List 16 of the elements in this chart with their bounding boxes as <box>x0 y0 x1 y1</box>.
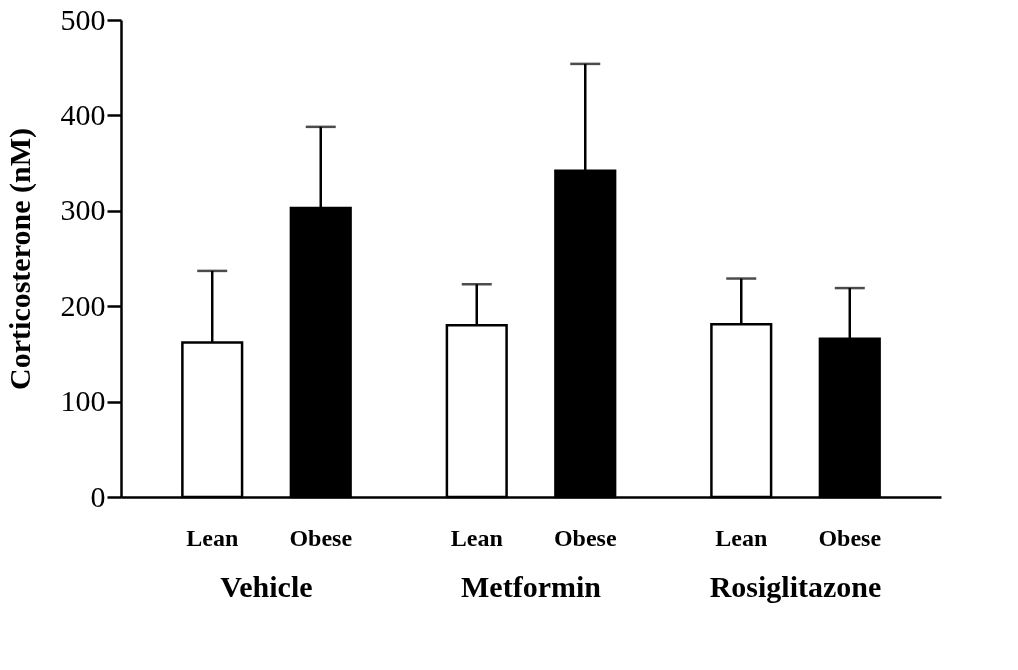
y-tick-label: 100 <box>60 384 106 418</box>
text: Lean <box>450 525 503 551</box>
text: Obese <box>553 525 617 551</box>
y-tick-label: 400 <box>60 97 106 131</box>
y-tick-label: 500 <box>60 2 106 36</box>
y-tick-label: 200 <box>60 288 106 322</box>
series-label: Lean <box>186 525 239 551</box>
x-tick-label: Rosiglitazone <box>709 569 882 603</box>
y-tick-label: 0 <box>90 479 106 513</box>
y-tick-label: 300 <box>60 193 106 227</box>
x-tick-label: Vehicle <box>220 569 313 603</box>
text: Obese <box>289 525 353 551</box>
series-label: Obese <box>818 525 882 551</box>
x-tick-label: Metformin <box>461 569 602 603</box>
text: Lean <box>715 525 768 551</box>
y-axis-title: Corticosterone (nM) <box>2 128 37 390</box>
